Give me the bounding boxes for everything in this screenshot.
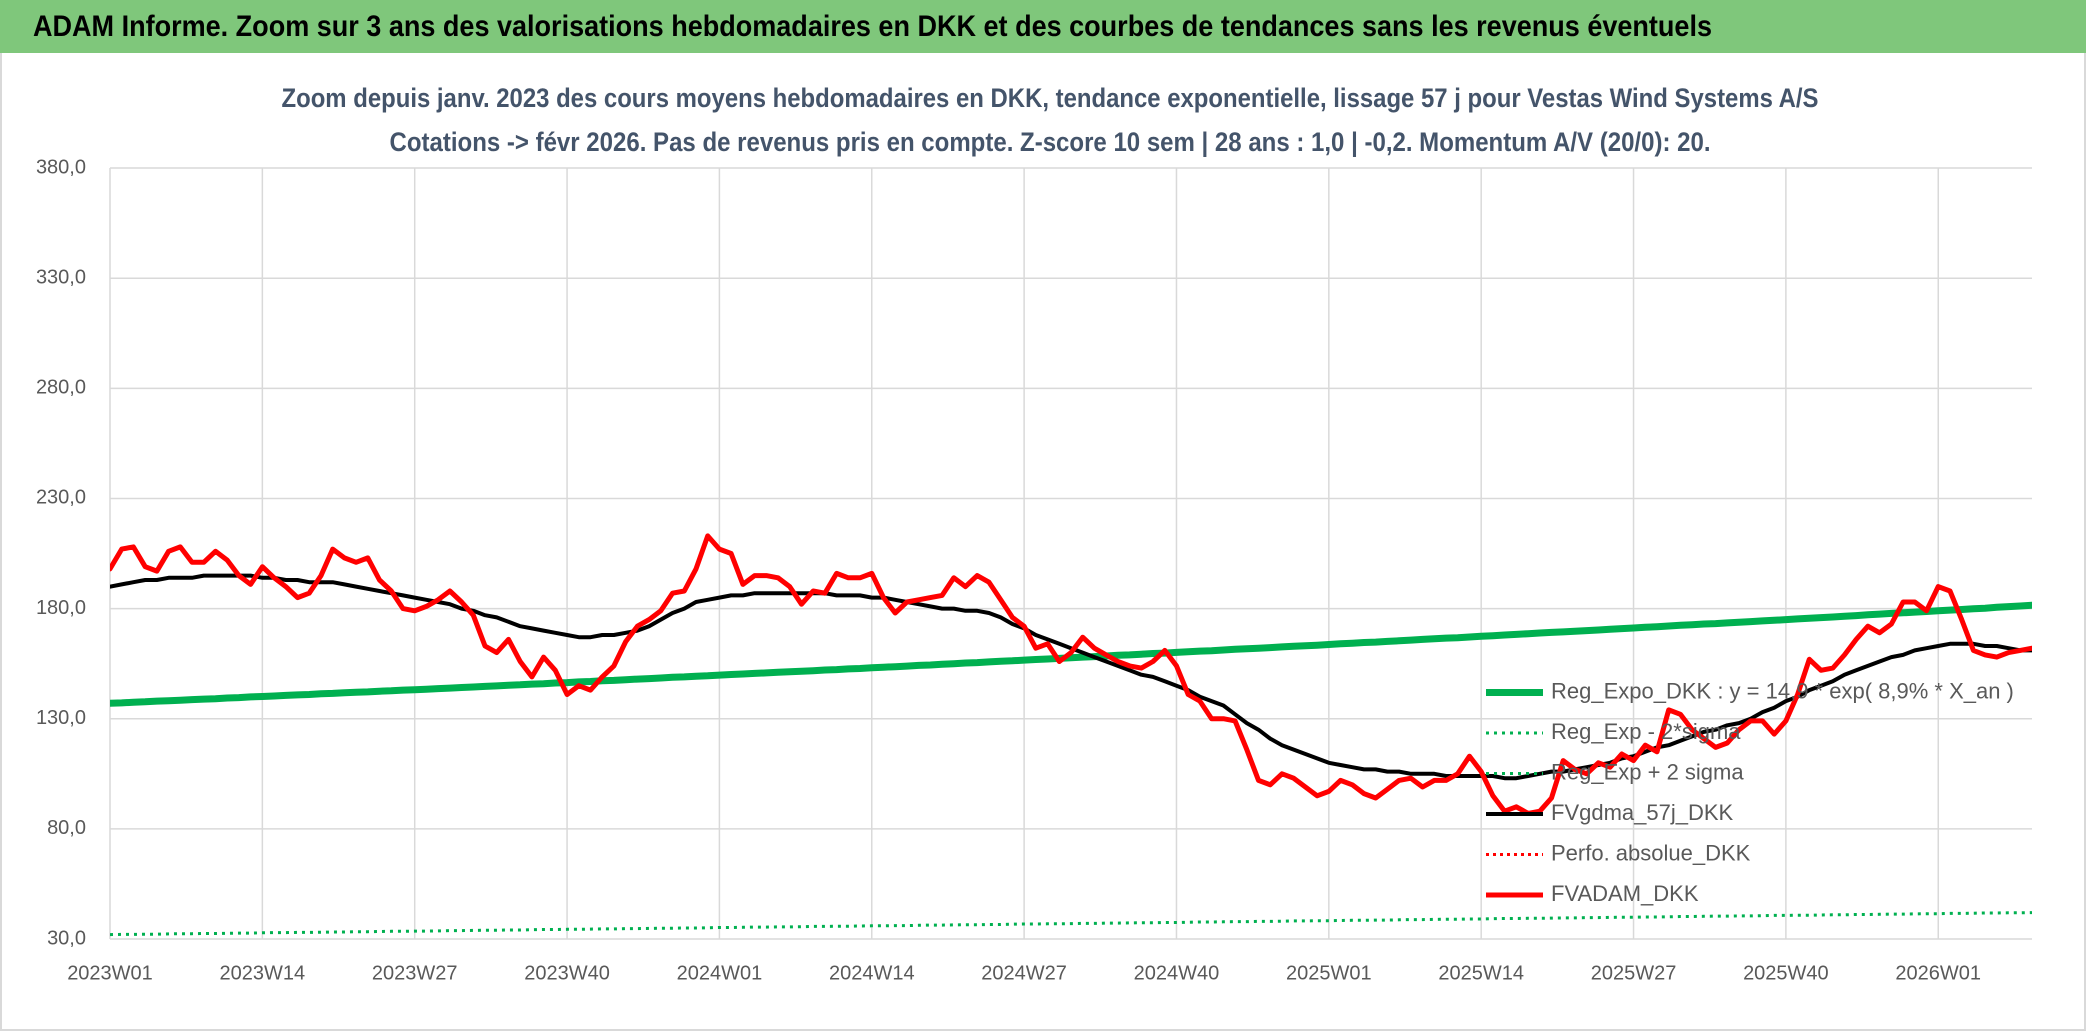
series-line [110, 573, 2032, 781]
y-tick-label: 380,0 [36, 156, 86, 178]
header-bar [0, 0, 2086, 53]
x-tick-label: 2024W40 [1134, 962, 1220, 984]
x-tick-label: 2024W01 [677, 962, 763, 984]
x-tick-label: 2023W14 [220, 962, 306, 984]
series-line [110, 533, 2032, 816]
legend: Reg_Expo_DKK : y = 14,9 * exp( 8,9% * X_… [1486, 678, 2014, 906]
x-tick-label: 2025W27 [1591, 962, 1677, 984]
y-tick-label: 180,0 [36, 597, 86, 619]
y-tick-label: 230,0 [36, 487, 86, 509]
legend-label: FVgdma_57j_DKK [1551, 800, 1734, 825]
chart-subtitle: Zoom depuis janv. 2023 des cours moyens … [282, 83, 1819, 113]
series-line [110, 911, 2032, 937]
legend-label: Perfo. absolue_DKK [1551, 840, 1751, 865]
x-tick-label: 2024W27 [981, 962, 1067, 984]
chart-title: ADAM Informe. Zoom sur 3 ans des valoris… [33, 10, 1712, 43]
legend-label: Reg_Exp - 2*sigma [1551, 719, 1741, 744]
x-tick-label: 2023W01 [67, 962, 153, 984]
y-tick-label: 130,0 [36, 707, 86, 729]
y-tick-label: 330,0 [36, 266, 86, 288]
series-line [110, 601, 2032, 707]
x-tick-label: 2026W01 [1895, 962, 1981, 984]
x-tick-label: 2025W01 [1286, 962, 1372, 984]
legend-label: Reg_Expo_DKK : y = 14,9 * exp( 8,9% * X_… [1551, 678, 2014, 703]
legend-label: FVADAM_DKK [1551, 881, 1699, 906]
x-tick-label: 2025W40 [1743, 962, 1829, 984]
y-tick-label: 30,0 [47, 927, 86, 949]
x-tick-label: 2025W14 [1438, 962, 1524, 984]
plot-area [110, 533, 2032, 937]
x-tick-label: 2023W40 [524, 962, 610, 984]
grid: 30,0 80,0 130,0 180,0 230,0 280,0 330,0 380,0 20… [36, 156, 2032, 984]
legend-label: Reg_Exp + 2 sigma [1551, 759, 1744, 784]
y-tick-label: 280,0 [36, 377, 86, 399]
x-tick-label: 2024W14 [829, 962, 915, 984]
x-tick-label: 2023W27 [372, 962, 458, 984]
y-tick-label: 80,0 [47, 817, 86, 839]
chart-subtitle: Cotations -> févr 2026. Pas de revenus p… [390, 127, 1711, 157]
